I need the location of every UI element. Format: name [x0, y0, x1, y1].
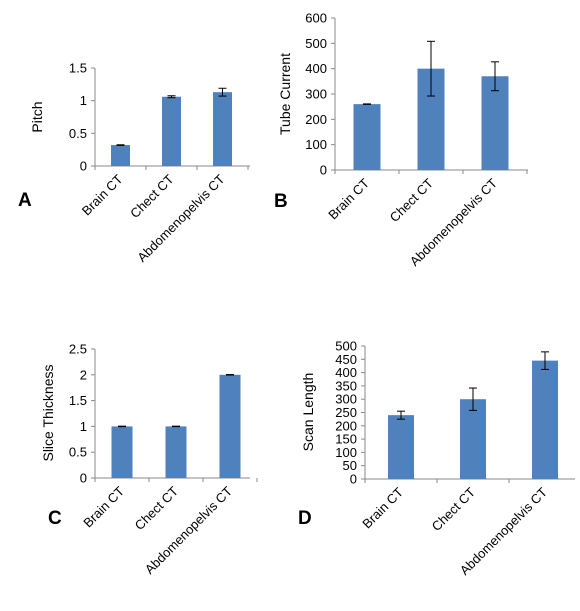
y-tick-label: 1	[80, 93, 87, 108]
y-tick-label: 100	[305, 137, 327, 152]
y-tick-label: 0	[80, 471, 87, 486]
y-axis-title: Pitch	[29, 101, 45, 132]
y-tick-label: 300	[305, 87, 327, 102]
x-tick-label: Brain CT	[79, 171, 126, 218]
error-bar	[491, 61, 499, 92]
y-tick-label: 250	[335, 405, 357, 420]
error-bar	[172, 425, 180, 428]
y-tick-label: 400	[335, 365, 357, 380]
panel-label: A	[18, 190, 32, 211]
error-bar	[469, 387, 477, 411]
error-bar	[427, 40, 435, 97]
x-tick-label: Chect CT	[429, 484, 478, 533]
y-tick-label: 0	[320, 163, 327, 178]
y-tick-label: 1.5	[69, 61, 87, 76]
x-tick-label: Brain CT	[359, 484, 406, 531]
bar	[460, 399, 486, 479]
bar	[388, 415, 414, 479]
y-tick-label: 500	[335, 339, 357, 354]
y-axis-title: Tube Current	[277, 53, 293, 135]
bar	[111, 426, 133, 478]
error-bar	[118, 425, 126, 428]
bar	[111, 145, 130, 166]
y-tick-label: 50	[343, 458, 357, 473]
y-tick-label: 2	[80, 367, 87, 382]
y-tick-label: 0.5	[69, 126, 87, 141]
y-tick-label: 500	[305, 36, 327, 51]
error-bar	[116, 144, 125, 146]
bar	[213, 92, 232, 166]
panel-label: D	[298, 508, 312, 529]
x-tick-label: Chect CT	[132, 483, 181, 532]
y-tick-label: 100	[335, 445, 357, 460]
y-tick-label: 1	[80, 419, 87, 434]
y-tick-label: 400	[305, 61, 327, 76]
y-tick-label: 200	[335, 418, 357, 433]
y-axis-title: Slice Thickness	[40, 364, 56, 461]
x-tick-label: Brain CT	[80, 483, 127, 530]
x-tick-label: Abdomenopelvis CT	[134, 171, 227, 264]
error-bar	[541, 351, 549, 370]
error-bar	[363, 103, 371, 105]
error-bar	[226, 374, 234, 376]
y-tick-label: 2.5	[69, 342, 87, 357]
y-tick-label: 0	[350, 472, 357, 487]
bar	[481, 76, 509, 170]
x-tick-label: Brain CT	[325, 175, 372, 222]
y-tick-label: 200	[305, 112, 327, 127]
y-tick-label: 1.5	[69, 393, 87, 408]
error-bar	[167, 95, 176, 99]
y-axis-title: Scan Length	[300, 373, 316, 452]
y-tick-label: 600	[305, 11, 327, 26]
panel-label: B	[274, 191, 288, 212]
bar	[353, 104, 381, 170]
x-tick-label: Chect CT	[387, 175, 436, 224]
bar	[532, 360, 558, 479]
x-tick-label: Chect CT	[127, 171, 176, 220]
y-tick-label: 450	[335, 352, 357, 367]
y-tick-label: 0.5	[69, 445, 87, 460]
y-tick-label: 300	[335, 392, 357, 407]
panel-label: C	[48, 508, 62, 529]
y-tick-label: 150	[335, 432, 357, 447]
y-tick-label: 0	[80, 159, 87, 174]
bar	[219, 374, 241, 478]
bar	[162, 96, 181, 166]
error-bar	[397, 410, 405, 420]
error-bar	[218, 87, 227, 97]
bar	[165, 426, 187, 478]
y-tick-label: 350	[335, 378, 357, 393]
